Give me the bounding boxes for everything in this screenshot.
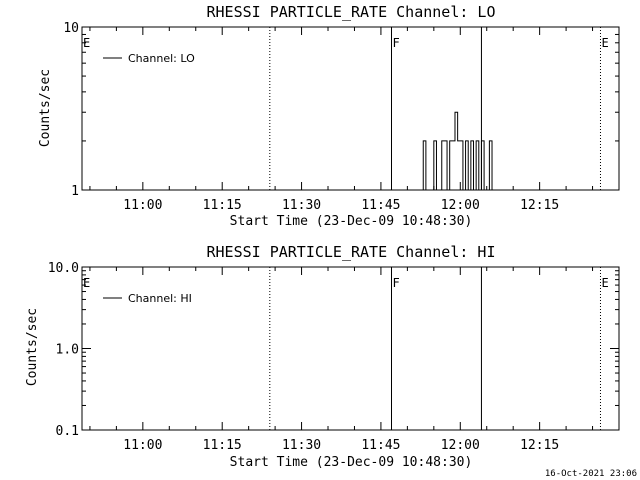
x-tick-label: 11:00 bbox=[123, 438, 162, 453]
x-tick-label: 12:15 bbox=[520, 438, 559, 453]
x-tick-label: 12:15 bbox=[520, 198, 559, 213]
x-tick-label: 11:30 bbox=[282, 438, 321, 453]
lo-legend-label: Channel: LO bbox=[128, 52, 195, 65]
time-marker-label: F bbox=[393, 276, 400, 290]
x-tick-label: 11:15 bbox=[203, 438, 242, 453]
x-tick-label: 11:45 bbox=[361, 198, 400, 213]
data-series-line bbox=[422, 111, 493, 191]
time-marker-label: E bbox=[601, 276, 608, 290]
time-marker-label: E bbox=[83, 36, 90, 50]
lo-channel-panel: RHESSI PARTICLE_RATE Channel: LO Start T… bbox=[38, 3, 620, 229]
lo-y-axis-label: Counts/sec bbox=[38, 69, 53, 147]
hi-channel-panel: RHESSI PARTICLE_RATE Channel: HI Start T… bbox=[25, 243, 620, 470]
hi-x-axis-label: Start Time (23-Dec-09 10:48:30) bbox=[230, 455, 473, 470]
y-tick-label: 10.0 bbox=[48, 261, 79, 276]
x-tick-label: 11:30 bbox=[282, 198, 321, 213]
plot-frame bbox=[81, 26, 620, 191]
x-tick-label: 11:00 bbox=[123, 198, 162, 213]
hi-panel-title: RHESSI PARTICLE_RATE Channel: HI bbox=[207, 243, 496, 261]
plot-timestamp: 16-Oct-2021 23:06 bbox=[545, 469, 637, 479]
lo-panel-title: RHESSI PARTICLE_RATE Channel: LO bbox=[207, 3, 496, 21]
time-marker-label: E bbox=[83, 276, 90, 290]
time-marker-label: E bbox=[601, 36, 608, 50]
time-marker-label: F bbox=[393, 36, 400, 50]
y-tick-label: 0.1 bbox=[56, 424, 79, 439]
hi-legend-label: Channel: HI bbox=[128, 292, 192, 305]
y-tick-label: 10 bbox=[63, 21, 79, 36]
x-tick-label: 12:00 bbox=[441, 198, 480, 213]
x-tick-label: 11:15 bbox=[203, 198, 242, 213]
y-tick-label: 1 bbox=[71, 184, 79, 199]
x-tick-label: 12:00 bbox=[441, 438, 480, 453]
lo-x-axis-label: Start Time (23-Dec-09 10:48:30) bbox=[230, 214, 473, 229]
x-tick-label: 11:45 bbox=[361, 438, 400, 453]
hi-y-axis-label: Counts/sec bbox=[25, 308, 40, 386]
y-tick-label: 1.0 bbox=[56, 343, 79, 358]
